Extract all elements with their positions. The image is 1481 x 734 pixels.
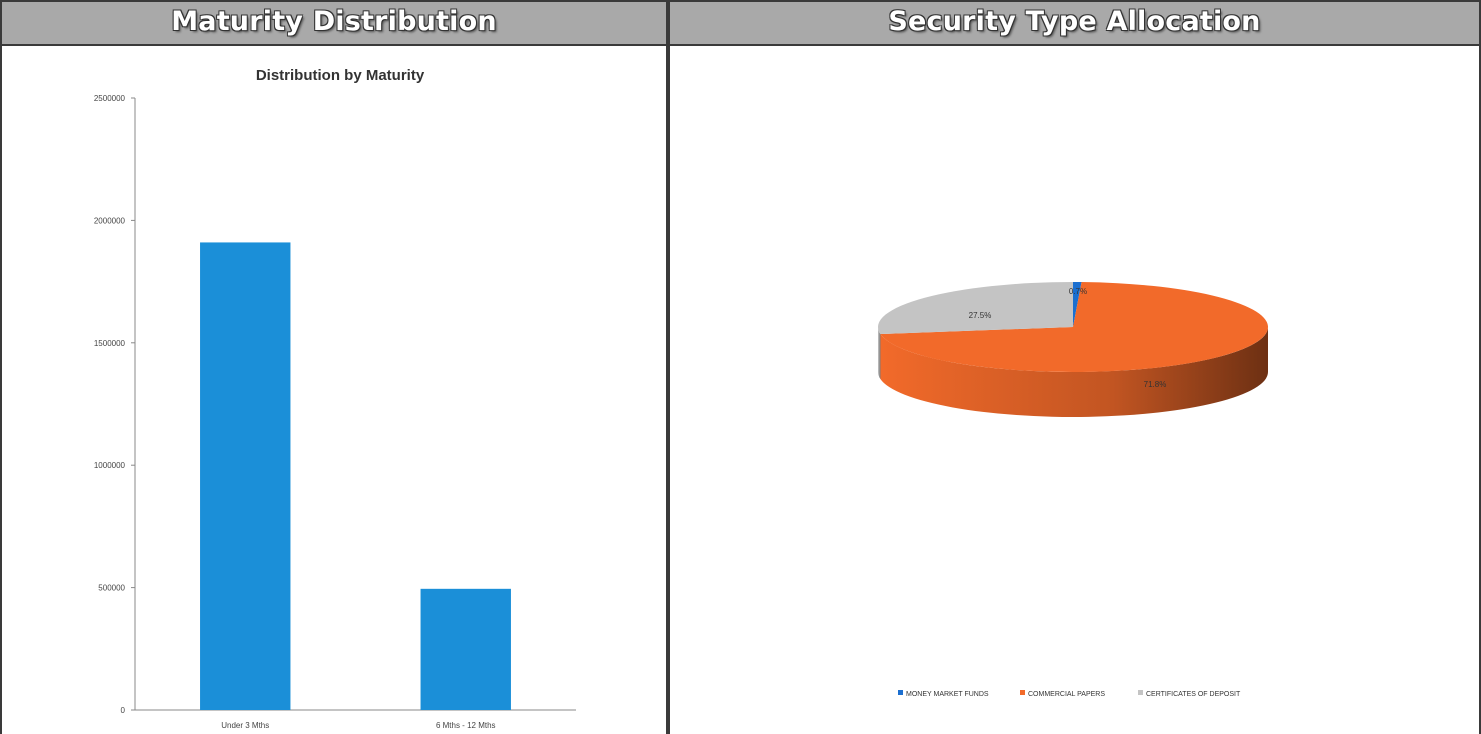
bar-y-tick-label: 1500000 [94,339,126,348]
pie-slice-0 [1073,282,1082,327]
maturity-distribution-title: Maturity Distribution [171,6,497,37]
maturity-distribution-panel: Maturity Distribution Distribution by Ma… [0,0,668,734]
bar-x-tick-label: 6 Mths - 12 Mths [436,721,496,730]
maturity-bar-chart: Distribution by Maturity 0 500000 1000000 15… [94,67,576,730]
pie-slice-1 [880,282,1268,373]
legend-swatch-0 [898,690,903,695]
bar-y-tick-label: 0 [121,706,126,715]
pie-side-1 [880,327,1268,418]
bar-y-tick-label: 500000 [98,584,125,593]
bar-1 [420,588,511,710]
legend-label-0: MONEY MARKET FUNDS [906,691,989,698]
pie-data-label-2: 27.5% [969,311,992,320]
bar-y-tick-label: 2000000 [94,216,126,225]
legend-label-2: CERTIFICATES OF DEPOSIT [1146,691,1241,698]
pie-data-label-1: 71.8% [1144,380,1167,389]
legend-swatch-2 [1138,690,1143,695]
bar-0 [200,242,291,710]
maturity-distribution-header: Maturity Distribution [2,0,666,46]
bar-y-tick-label: 2500000 [94,94,126,103]
pie-side-2 [878,327,881,380]
legend-swatch-1 [1020,690,1025,695]
security-type-pie-chart: 0.7% 71.8% 27.5% MONEY MARKET FUNDS COMMERCI… [878,282,1268,698]
security-type-allocation-header: Security Type Allocation [670,0,1479,46]
pie-data-label-0: 0.7% [1069,287,1087,296]
legend-label-1: COMMERCIAL PAPERS [1028,691,1105,698]
bar-chart-title: Distribution by Maturity [256,67,425,84]
bar-y-tick-label: 1000000 [94,461,126,470]
security-type-allocation-panel: Security Type Allocation 0.7% 71.8% 27.5% M… [668,0,1481,734]
security-type-allocation-title: Security Type Allocation [888,6,1261,37]
bar-x-tick-label: Under 3 Mths [221,721,269,730]
pie-slice-2 [878,282,1073,335]
